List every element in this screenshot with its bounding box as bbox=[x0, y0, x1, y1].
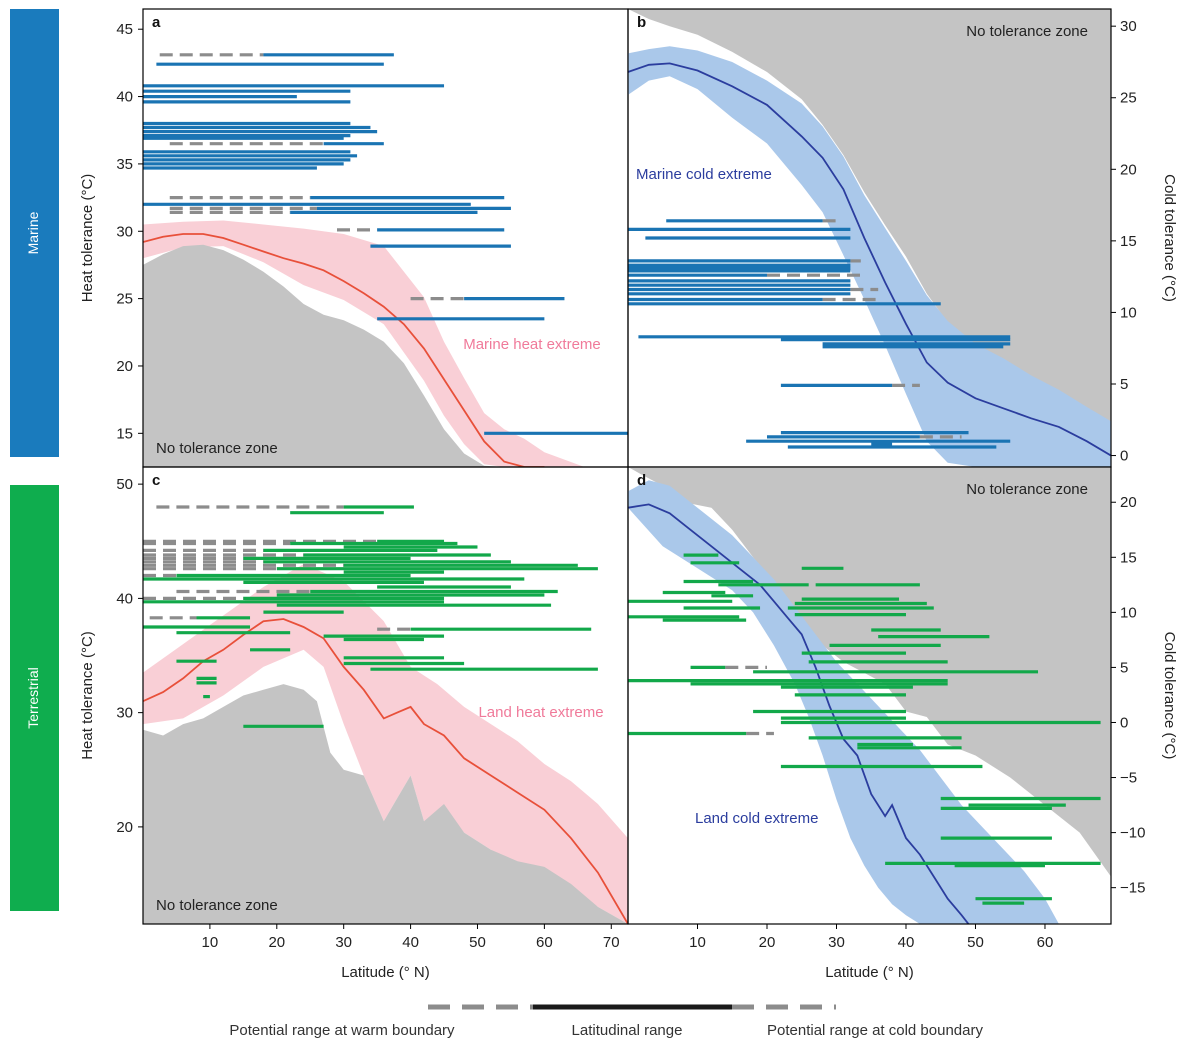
x-tick-label: 20 bbox=[759, 934, 776, 951]
y-tick-label: 25 bbox=[1120, 90, 1137, 107]
legend: Potential range at warm boundary Latitud… bbox=[229, 1004, 983, 1039]
x-tick-label: 40 bbox=[898, 934, 915, 951]
marine-side-label: Marine bbox=[25, 211, 41, 254]
x-axis-label: Latitude (° N) bbox=[825, 964, 914, 981]
y-tick-label: −10 bbox=[1120, 825, 1145, 842]
y-tick-label: 10 bbox=[1120, 304, 1137, 321]
x-tick-label: 50 bbox=[967, 934, 984, 951]
no-tolerance-zone-label: No tolerance zone bbox=[156, 440, 278, 457]
y-tick-label: 20 bbox=[1120, 161, 1137, 178]
y-tick-label: −15 bbox=[1120, 880, 1145, 897]
x-tick-label: 20 bbox=[268, 934, 285, 951]
y-tick-label: 50 bbox=[116, 476, 133, 493]
y-tick-label: 0 bbox=[1120, 714, 1128, 731]
extreme-label: Land cold extreme bbox=[695, 810, 818, 827]
extreme-label: Land heat extreme bbox=[478, 704, 603, 721]
y-axis-label: Heat tolerance (°C) bbox=[79, 631, 96, 760]
y-tick-label: 25 bbox=[116, 291, 133, 308]
x-tick-label: 50 bbox=[469, 934, 486, 951]
y-axis-label: Cold tolerance (°C) bbox=[1161, 632, 1178, 760]
panel-a-plot bbox=[143, 53, 628, 467]
y-tick-label: 20 bbox=[116, 819, 133, 836]
panel-label: a bbox=[152, 14, 161, 31]
no-tolerance-zone-label: No tolerance zone bbox=[966, 481, 1088, 498]
extreme-line bbox=[143, 233, 545, 467]
panel-d-plot bbox=[628, 467, 1111, 924]
extreme-band bbox=[143, 564, 628, 924]
y-tick-label: 15 bbox=[1120, 233, 1137, 250]
no-tolerance-zone-label: No tolerance zone bbox=[966, 23, 1088, 40]
panel-a: a No tolerance zone Marine heat extreme 15 2… bbox=[79, 8, 629, 468]
panel-b-plot bbox=[628, 9, 1111, 467]
marine-side-bar bbox=[10, 9, 59, 457]
panel-frame bbox=[627, 466, 1112, 925]
extreme-line bbox=[143, 618, 628, 924]
panel-label: b bbox=[637, 14, 646, 31]
extreme-band bbox=[143, 220, 585, 467]
y-tick-label: 35 bbox=[116, 156, 133, 173]
extreme-band bbox=[628, 46, 1111, 467]
extreme-line bbox=[628, 62, 1111, 457]
y-tick-label: 0 bbox=[1120, 448, 1128, 465]
y-tick-label: 45 bbox=[116, 21, 133, 38]
x-tick-label: 30 bbox=[335, 934, 352, 951]
legend-cold-label: Potential range at cold boundary bbox=[767, 1022, 983, 1039]
y-tick-label: 15 bbox=[1120, 549, 1137, 566]
x-tick-label: 70 bbox=[603, 934, 620, 951]
extreme-band bbox=[628, 480, 1059, 924]
y-tick-label: −5 bbox=[1120, 770, 1137, 787]
y-axis-label: Cold tolerance (°C) bbox=[1161, 174, 1178, 302]
x-tick-label: 10 bbox=[202, 934, 219, 951]
y-tick-label: 30 bbox=[1120, 18, 1137, 35]
y-tick-label: 40 bbox=[116, 590, 133, 607]
no-tolerance-zone bbox=[143, 684, 628, 924]
x-tick-label: 40 bbox=[402, 934, 419, 951]
terrestrial-side-bar bbox=[10, 485, 59, 911]
y-tick-label: 20 bbox=[1120, 494, 1137, 511]
y-tick-label: 5 bbox=[1120, 376, 1128, 393]
y-tick-label: 30 bbox=[116, 705, 133, 722]
terrestrial-side-label: Terrestrial bbox=[25, 667, 41, 728]
no-tolerance-zone bbox=[628, 9, 1111, 423]
x-axis-label: Latitude (° N) bbox=[341, 964, 430, 981]
panel-c-plot bbox=[143, 505, 628, 924]
panel-c: c No tolerance zone Land heat extreme 20 30 4… bbox=[79, 466, 629, 981]
no-tolerance-zone bbox=[143, 244, 505, 467]
x-tick-label: 60 bbox=[1037, 934, 1054, 951]
panel-b: b No tolerance zone Marine cold extreme 0 5 1… bbox=[627, 8, 1178, 468]
panel-d: d No tolerance zone Land cold extreme −15 −1… bbox=[627, 466, 1178, 981]
y-tick-label: 40 bbox=[116, 89, 133, 106]
panels: a No tolerance zone Marine heat extreme 15 2… bbox=[79, 8, 1178, 981]
extreme-label: Marine cold extreme bbox=[636, 166, 772, 183]
y-tick-label: 15 bbox=[116, 425, 133, 442]
panel-label: c bbox=[152, 472, 160, 489]
legend-range-label: Latitudinal range bbox=[572, 1022, 683, 1039]
extreme-label: Marine heat extreme bbox=[463, 336, 601, 353]
y-tick-label: 5 bbox=[1120, 659, 1128, 676]
y-tick-label: 20 bbox=[116, 358, 133, 375]
legend-warm-label: Potential range at warm boundary bbox=[229, 1022, 455, 1039]
y-axis-label: Heat tolerance (°C) bbox=[79, 174, 96, 303]
y-tick-label: 30 bbox=[116, 223, 133, 240]
no-tolerance-zone-label: No tolerance zone bbox=[156, 897, 278, 914]
x-tick-label: 30 bbox=[828, 934, 845, 951]
x-tick-label: 60 bbox=[536, 934, 553, 951]
y-tick-label: 10 bbox=[1120, 604, 1137, 621]
panel-label: d bbox=[637, 472, 646, 489]
x-tick-label: 10 bbox=[689, 934, 706, 951]
